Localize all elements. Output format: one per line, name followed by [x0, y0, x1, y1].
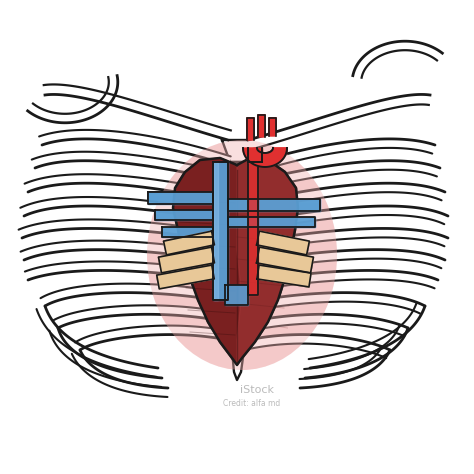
- Polygon shape: [228, 162, 248, 350]
- Polygon shape: [248, 162, 258, 295]
- Polygon shape: [157, 265, 213, 280]
- Polygon shape: [72, 350, 168, 397]
- Text: Credit: alfa md: Credit: alfa md: [223, 399, 281, 408]
- Polygon shape: [248, 206, 448, 231]
- Polygon shape: [269, 118, 276, 136]
- Polygon shape: [25, 174, 230, 202]
- Polygon shape: [162, 227, 213, 237]
- Polygon shape: [247, 118, 254, 140]
- Polygon shape: [257, 265, 311, 287]
- Polygon shape: [232, 350, 244, 380]
- Polygon shape: [248, 292, 425, 314]
- Polygon shape: [248, 162, 252, 295]
- Polygon shape: [158, 247, 214, 273]
- Polygon shape: [213, 162, 228, 300]
- Polygon shape: [25, 262, 229, 282]
- Polygon shape: [248, 271, 438, 291]
- Polygon shape: [228, 217, 315, 220]
- Polygon shape: [148, 192, 213, 195]
- Polygon shape: [155, 210, 213, 220]
- Polygon shape: [237, 158, 298, 365]
- Polygon shape: [247, 118, 254, 140]
- Polygon shape: [173, 158, 298, 365]
- Polygon shape: [222, 140, 252, 162]
- Polygon shape: [164, 231, 212, 246]
- Polygon shape: [75, 326, 230, 350]
- Polygon shape: [353, 41, 442, 78]
- Polygon shape: [248, 183, 445, 211]
- Polygon shape: [162, 227, 213, 237]
- Polygon shape: [248, 139, 435, 173]
- Polygon shape: [248, 148, 262, 162]
- Polygon shape: [228, 199, 320, 211]
- Polygon shape: [256, 257, 311, 273]
- Polygon shape: [258, 115, 265, 137]
- Polygon shape: [248, 148, 262, 162]
- Polygon shape: [214, 162, 218, 300]
- Polygon shape: [213, 162, 228, 300]
- Polygon shape: [20, 241, 229, 262]
- Polygon shape: [158, 247, 214, 273]
- Polygon shape: [164, 231, 214, 255]
- Polygon shape: [256, 247, 313, 273]
- Polygon shape: [300, 346, 390, 388]
- Polygon shape: [243, 148, 287, 167]
- Polygon shape: [256, 247, 313, 273]
- Polygon shape: [243, 148, 287, 167]
- Polygon shape: [248, 335, 390, 358]
- Polygon shape: [39, 130, 231, 165]
- Polygon shape: [256, 231, 310, 255]
- Polygon shape: [258, 115, 265, 137]
- Polygon shape: [257, 274, 310, 287]
- Polygon shape: [157, 265, 214, 289]
- Polygon shape: [309, 303, 425, 368]
- Polygon shape: [269, 118, 276, 136]
- Polygon shape: [228, 199, 320, 202]
- Polygon shape: [248, 250, 445, 271]
- Polygon shape: [27, 76, 118, 123]
- Polygon shape: [44, 84, 231, 140]
- Polygon shape: [257, 265, 311, 287]
- Polygon shape: [248, 228, 448, 251]
- Polygon shape: [214, 162, 218, 300]
- Polygon shape: [228, 217, 315, 227]
- Polygon shape: [54, 305, 230, 328]
- Polygon shape: [155, 210, 213, 220]
- Polygon shape: [18, 219, 229, 242]
- Polygon shape: [173, 158, 298, 365]
- Polygon shape: [158, 247, 212, 263]
- Polygon shape: [256, 231, 310, 255]
- Ellipse shape: [147, 140, 337, 370]
- Polygon shape: [148, 192, 213, 204]
- Polygon shape: [248, 161, 440, 191]
- Polygon shape: [225, 285, 248, 305]
- Polygon shape: [164, 231, 214, 255]
- Polygon shape: [248, 162, 258, 295]
- Polygon shape: [228, 217, 315, 227]
- Polygon shape: [32, 152, 230, 182]
- Polygon shape: [155, 210, 213, 213]
- Polygon shape: [304, 325, 408, 378]
- Polygon shape: [49, 328, 162, 387]
- Polygon shape: [162, 227, 213, 230]
- Polygon shape: [157, 265, 214, 289]
- Polygon shape: [225, 285, 248, 305]
- Polygon shape: [256, 240, 308, 255]
- Polygon shape: [248, 314, 408, 336]
- Polygon shape: [36, 306, 158, 377]
- Ellipse shape: [147, 140, 337, 370]
- Polygon shape: [20, 197, 229, 222]
- Polygon shape: [248, 94, 430, 150]
- Polygon shape: [148, 192, 213, 204]
- Polygon shape: [237, 158, 298, 365]
- Polygon shape: [228, 199, 320, 211]
- Text: iStock: iStock: [240, 385, 274, 395]
- Polygon shape: [248, 148, 253, 162]
- Polygon shape: [41, 283, 229, 306]
